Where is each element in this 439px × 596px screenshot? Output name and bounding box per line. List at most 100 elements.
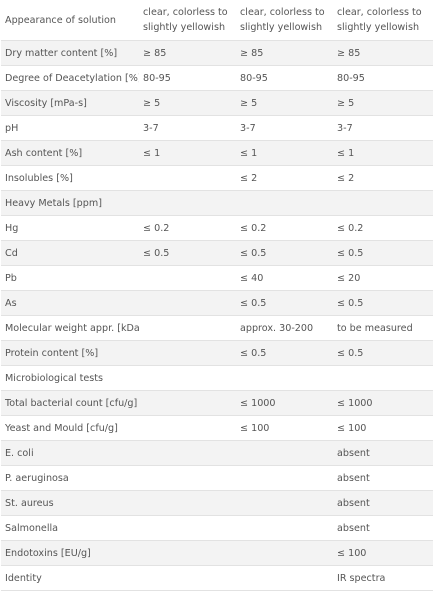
cell-value: ≤ 1000 [333, 390, 433, 416]
cell-value: ≥ 85 [139, 40, 236, 66]
cell-value: ≤ 0.2 [333, 215, 433, 241]
cell-value: ≥ 5 [236, 90, 333, 116]
row-label: Ash content [%] [1, 140, 139, 166]
table-row: Appearance of solution clear, colorless … [1, 0, 433, 41]
cell-value: approx. 30-200 [236, 315, 333, 341]
cell-value: 80-95 [333, 65, 433, 91]
table-row: As ≤ 0.5 ≤ 0.5 [1, 290, 433, 316]
cell-value: ≤ 0.5 [236, 290, 333, 316]
cell-value: 80-95 [139, 65, 236, 91]
row-label: Microbiological tests [1, 365, 139, 391]
table-row: E. coli absent [1, 440, 433, 466]
cell-value: ≤ 100 [333, 540, 433, 566]
cell-value: IR spectra [333, 565, 433, 591]
row-label: Heavy Metals [ppm] [1, 190, 139, 216]
cell-value [236, 365, 333, 391]
row-label: Protein content [%] [1, 340, 139, 366]
row-label: Identity [1, 565, 139, 591]
cell-value [236, 565, 333, 591]
row-label: pH [1, 115, 139, 141]
cell-value: ≥ 85 [236, 40, 333, 66]
cell-value: 80-95 [236, 65, 333, 91]
cell-value [139, 490, 236, 516]
cell-value: ≤ 2 [236, 165, 333, 191]
cell-value: ≤ 0.5 [333, 290, 433, 316]
row-label: Insolubles [%] [1, 165, 139, 191]
cell-value: ≤ 0.2 [139, 215, 236, 241]
table-row: Degree of Deacetylation [%] 80-95 80-95 … [1, 65, 433, 91]
row-label: Dry matter content [%] [1, 40, 139, 66]
cell-value [333, 190, 433, 216]
row-label: Molecular weight appr. [kDa] [1, 315, 139, 341]
cell-value: clear, colorless to slightly yellowish [240, 7, 325, 33]
row-label: Total bacterial count [cfu/g] [1, 390, 139, 416]
cell-value: clear, colorless to slightly yellowish [337, 7, 422, 33]
row-label: Hg [1, 215, 139, 241]
table-row: Microbiological tests [1, 365, 433, 391]
specification-table: Appearance of solution clear, colorless … [1, 0, 433, 591]
table-row: Salmonella absent [1, 515, 433, 541]
cell-value: ≤ 0.5 [236, 240, 333, 266]
cell-value [139, 290, 236, 316]
cell-value: ≤ 0.5 [236, 340, 333, 366]
row-label: St. aureus [1, 490, 139, 516]
cell-value: 3-7 [333, 115, 433, 141]
cell-value: absent [333, 440, 433, 466]
row-label: Endotoxins [EU/g] [1, 540, 139, 566]
table-row: Pb ≤ 40 ≤ 20 [1, 265, 433, 291]
row-label: Yeast and Mould [cfu/g] [1, 415, 139, 441]
cell-value [236, 515, 333, 541]
cell-value: ≤ 20 [333, 265, 433, 291]
row-label: E. coli [1, 440, 139, 466]
cell-value [139, 390, 236, 416]
row-label: Cd [1, 240, 139, 266]
table-row: Cd ≤ 0.5 ≤ 0.5 ≤ 0.5 [1, 240, 433, 266]
cell-value: 3-7 [139, 115, 236, 141]
cell-value [139, 465, 236, 491]
cell-value: ≤ 1 [236, 140, 333, 166]
row-label: Salmonella [1, 515, 139, 541]
cell-value [236, 465, 333, 491]
cell-value [139, 440, 236, 466]
cell-value: absent [333, 490, 433, 516]
cell-value: to be measured [333, 315, 433, 341]
cell-value: absent [333, 515, 433, 541]
cell-value [139, 265, 236, 291]
table-row: Viscosity [mPa-s] ≥ 5 ≥ 5 ≥ 5 [1, 90, 433, 116]
cell-value [139, 165, 236, 191]
table-row: Identity IR spectra [1, 565, 433, 591]
table-row: Endotoxins [EU/g] ≤ 100 [1, 540, 433, 566]
row-label: Pb [1, 265, 139, 291]
cell-value [139, 415, 236, 441]
row-label: Degree of Deacetylation [%] [1, 65, 139, 91]
cell-value [236, 540, 333, 566]
cell-value [139, 190, 236, 216]
cell-value: 3-7 [236, 115, 333, 141]
cell-value: ≤ 2 [333, 165, 433, 191]
cell-value [139, 365, 236, 391]
table-row: Heavy Metals [ppm] [1, 190, 433, 216]
cell-value: ≤ 1 [139, 140, 236, 166]
cell-value: ≤ 40 [236, 265, 333, 291]
table-row: St. aureus absent [1, 490, 433, 516]
table-row: Ash content [%] ≤ 1 ≤ 1 ≤ 1 [1, 140, 433, 166]
cell-value: ≤ 1000 [236, 390, 333, 416]
row-label: P. aeruginosa [1, 465, 139, 491]
cell-value [236, 490, 333, 516]
cell-value [333, 365, 433, 391]
cell-value [139, 315, 236, 341]
table-row: Total bacterial count [cfu/g] ≤ 1000 ≤ 1… [1, 390, 433, 416]
cell-value: ≤ 0.5 [333, 240, 433, 266]
cell-value [236, 440, 333, 466]
cell-value [139, 540, 236, 566]
table-row: Insolubles [%] ≤ 2 ≤ 2 [1, 165, 433, 191]
cell-value: ≤ 0.5 [139, 240, 236, 266]
table-row: Hg ≤ 0.2 ≤ 0.2 ≤ 0.2 [1, 215, 433, 241]
cell-value: ≥ 5 [333, 90, 433, 116]
cell-value: ≤ 0.5 [333, 340, 433, 366]
row-label: Appearance of solution [5, 14, 116, 26]
cell-value: ≤ 100 [333, 415, 433, 441]
cell-value: ≥ 85 [333, 40, 433, 66]
specification-table-body: Appearance of solution clear, colorless … [1, 0, 433, 591]
cell-value: ≤ 100 [236, 415, 333, 441]
